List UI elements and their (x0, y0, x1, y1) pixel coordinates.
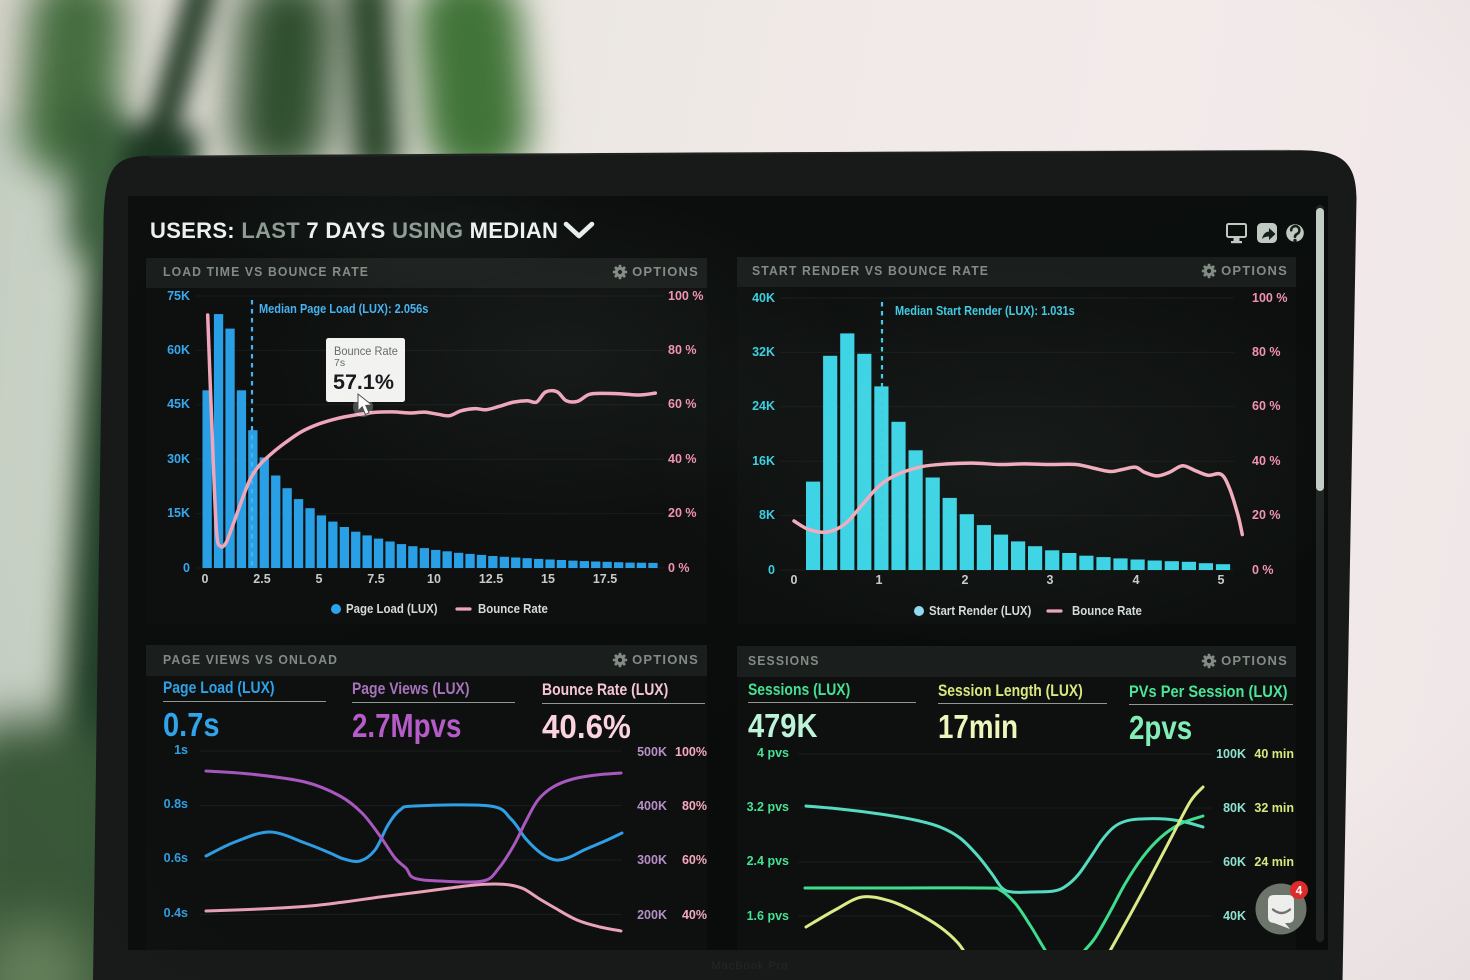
svg-text:4: 4 (1296, 884, 1303, 898)
